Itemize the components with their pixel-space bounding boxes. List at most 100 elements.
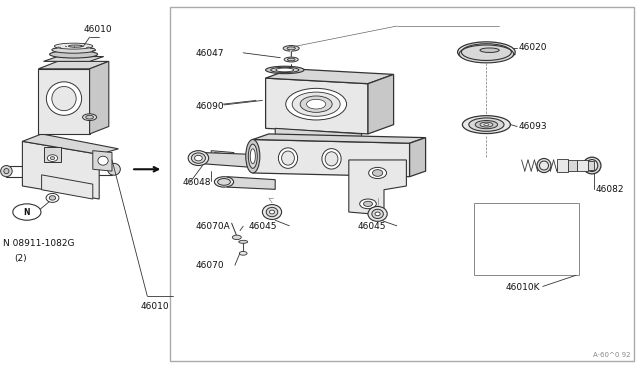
Bar [170, 7, 634, 361]
Ellipse shape [292, 92, 340, 116]
Ellipse shape [287, 58, 295, 61]
Polygon shape [202, 153, 253, 167]
Text: 46045: 46045 [357, 222, 386, 231]
Polygon shape [211, 151, 238, 164]
Ellipse shape [480, 122, 493, 127]
Ellipse shape [460, 45, 514, 63]
Ellipse shape [4, 169, 9, 174]
Ellipse shape [52, 46, 95, 53]
Text: 46010K: 46010K [506, 283, 540, 292]
Text: 46082: 46082 [595, 185, 624, 194]
Ellipse shape [287, 47, 296, 50]
Ellipse shape [462, 116, 511, 134]
Ellipse shape [98, 156, 108, 165]
Ellipse shape [68, 45, 83, 47]
Ellipse shape [195, 155, 202, 161]
Ellipse shape [278, 148, 298, 168]
Ellipse shape [218, 179, 230, 185]
Polygon shape [22, 134, 118, 154]
Polygon shape [253, 140, 410, 177]
Ellipse shape [284, 57, 298, 62]
Ellipse shape [372, 170, 383, 176]
Ellipse shape [262, 205, 282, 219]
Ellipse shape [372, 209, 383, 219]
Ellipse shape [540, 161, 548, 170]
Ellipse shape [188, 151, 209, 166]
Ellipse shape [468, 118, 504, 131]
Polygon shape [368, 74, 394, 134]
Ellipse shape [586, 160, 598, 171]
Polygon shape [22, 141, 99, 199]
Polygon shape [44, 57, 104, 61]
Ellipse shape [239, 251, 247, 255]
Polygon shape [38, 61, 109, 69]
Polygon shape [266, 69, 394, 84]
Ellipse shape [51, 157, 55, 160]
Ellipse shape [46, 193, 59, 202]
Text: 46070A: 46070A [195, 222, 230, 231]
Ellipse shape [266, 66, 304, 74]
Polygon shape [42, 175, 93, 199]
Ellipse shape [307, 99, 326, 109]
Text: 46093: 46093 [518, 122, 547, 131]
Ellipse shape [300, 96, 332, 112]
Text: 46048: 46048 [182, 178, 211, 187]
Text: N: N [24, 208, 30, 217]
Ellipse shape [108, 163, 120, 175]
Ellipse shape [285, 70, 297, 74]
Polygon shape [410, 138, 426, 177]
Ellipse shape [269, 210, 275, 214]
Ellipse shape [475, 121, 498, 129]
Ellipse shape [52, 87, 76, 111]
Text: 46010: 46010 [83, 25, 112, 34]
Ellipse shape [47, 155, 58, 161]
Text: 46090: 46090 [195, 102, 224, 110]
Text: 46047: 46047 [195, 49, 224, 58]
Polygon shape [90, 61, 109, 134]
Polygon shape [227, 177, 275, 189]
Ellipse shape [537, 158, 551, 173]
Polygon shape [275, 128, 362, 141]
Ellipse shape [49, 196, 56, 200]
Polygon shape [93, 151, 112, 171]
Ellipse shape [250, 149, 255, 164]
Ellipse shape [484, 124, 489, 126]
Text: 46020: 46020 [518, 43, 547, 52]
Text: N 08911-1082G: N 08911-1082G [3, 239, 75, 248]
Text: 46010: 46010 [141, 302, 170, 311]
Polygon shape [44, 147, 61, 162]
Text: 46070: 46070 [195, 262, 224, 270]
Bar [588, 161, 594, 170]
Ellipse shape [83, 114, 97, 121]
Polygon shape [253, 134, 426, 143]
Ellipse shape [364, 201, 372, 206]
Ellipse shape [266, 208, 278, 217]
Ellipse shape [239, 240, 248, 243]
Ellipse shape [283, 46, 300, 51]
Ellipse shape [325, 152, 338, 166]
Ellipse shape [271, 67, 299, 73]
Bar [557, 159, 568, 172]
Ellipse shape [583, 157, 601, 174]
Ellipse shape [368, 206, 387, 221]
Ellipse shape [50, 51, 98, 58]
Ellipse shape [54, 43, 93, 49]
Bar [577, 160, 588, 171]
Ellipse shape [46, 82, 82, 115]
Ellipse shape [360, 199, 376, 209]
Ellipse shape [369, 167, 387, 179]
Ellipse shape [458, 42, 515, 62]
Ellipse shape [232, 235, 241, 240]
Text: 46045: 46045 [248, 222, 277, 231]
Bar [474, 203, 579, 275]
Ellipse shape [1, 166, 12, 177]
Text: A·60^0 92: A·60^0 92 [593, 352, 630, 358]
Polygon shape [38, 69, 90, 134]
Circle shape [13, 204, 41, 220]
Ellipse shape [375, 212, 380, 216]
Ellipse shape [322, 149, 341, 169]
Ellipse shape [248, 144, 257, 168]
Text: (2): (2) [14, 254, 27, 263]
Ellipse shape [282, 151, 294, 165]
Ellipse shape [480, 48, 499, 52]
